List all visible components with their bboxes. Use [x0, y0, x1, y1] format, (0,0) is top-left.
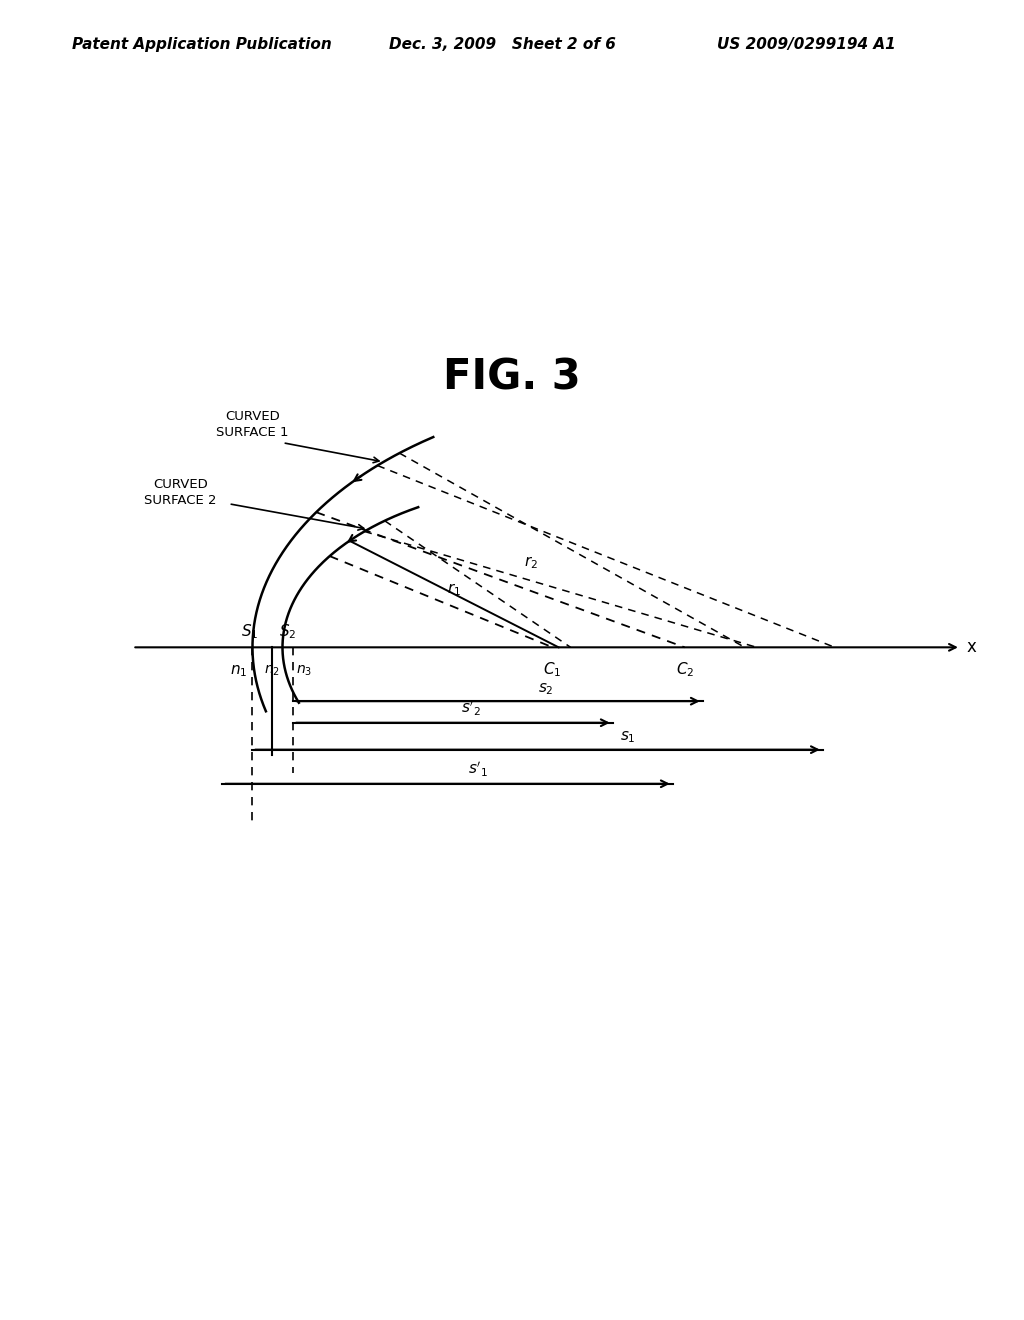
Text: FIG. 3: FIG. 3: [443, 356, 581, 399]
Text: Dec. 3, 2009   Sheet 2 of 6: Dec. 3, 2009 Sheet 2 of 6: [389, 37, 616, 51]
Text: $C_2$: $C_2$: [676, 660, 694, 678]
Text: $r_2$: $r_2$: [524, 554, 539, 570]
Text: x: x: [967, 639, 977, 656]
Text: $S_2$: $S_2$: [279, 622, 296, 642]
Text: $s'_1$: $s'_1$: [468, 760, 487, 779]
Text: $s_1$: $s_1$: [620, 730, 636, 746]
Text: $S_1$: $S_1$: [241, 622, 258, 642]
Text: US 2009/0299194 A1: US 2009/0299194 A1: [717, 37, 896, 51]
Text: Patent Application Publication: Patent Application Publication: [72, 37, 332, 51]
Text: $r_1$: $r_1$: [447, 581, 461, 598]
Text: $n_2$: $n_2$: [263, 664, 280, 678]
Text: $C_1$: $C_1$: [544, 660, 562, 678]
Text: CURVED
SURFACE 2: CURVED SURFACE 2: [144, 478, 217, 507]
Text: CURVED
SURFACE 1: CURVED SURFACE 1: [216, 411, 289, 440]
Text: $s_2$: $s_2$: [539, 681, 554, 697]
Text: $n_3$: $n_3$: [296, 664, 312, 678]
Text: $n_1$: $n_1$: [230, 664, 248, 680]
Text: $s'_2$: $s'_2$: [461, 700, 481, 718]
